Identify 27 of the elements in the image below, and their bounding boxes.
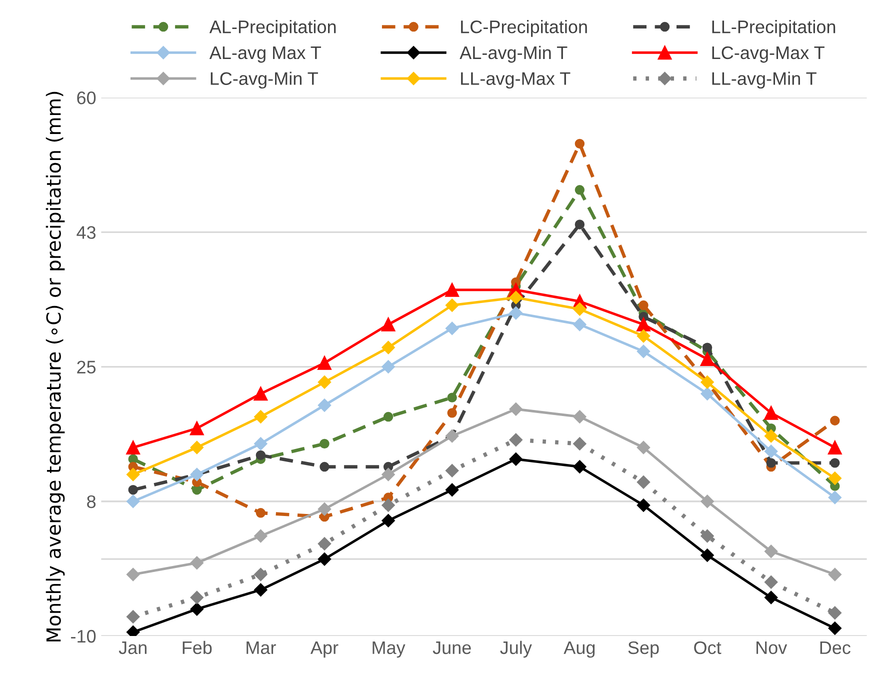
x-tick-label: Oct bbox=[694, 641, 722, 654]
y-tick-label: 43 bbox=[76, 226, 96, 239]
y-tick-label: 8 bbox=[87, 495, 96, 508]
legend-label: AL-avg Max T bbox=[209, 46, 322, 63]
legend-label: AL-avg-Min T bbox=[460, 46, 568, 63]
x-tick-label: July bbox=[500, 640, 532, 658]
x-tick-label: Nov bbox=[756, 642, 788, 654]
x-tick-label: June bbox=[432, 642, 471, 654]
y-tick-label: -10 bbox=[71, 630, 96, 643]
x-tick-label: Jan bbox=[118, 642, 146, 654]
x-tick-label: Dec bbox=[820, 642, 850, 654]
legend-label: LL-avg-Min T bbox=[712, 72, 816, 89]
y-tick-label: 25 bbox=[77, 360, 96, 374]
legend-label: LL-avg-Max T bbox=[461, 72, 570, 89]
y-tick-label: 60 bbox=[77, 92, 96, 104]
x-tick-label: Aug bbox=[564, 642, 595, 658]
legend-label: LC-Precipitation bbox=[461, 20, 587, 37]
x-tick-label: Apr bbox=[310, 642, 338, 658]
x-tick-label: Sep bbox=[628, 641, 659, 658]
legend-label: LC-avg-Max T bbox=[712, 46, 824, 63]
legend-label: LL-Precipitation bbox=[712, 20, 836, 37]
legend-label: LC-avg-Min T bbox=[210, 72, 318, 89]
x-tick-label: Mar bbox=[246, 642, 276, 654]
y-axis-title: Monthly average temperature (∘C) or precipitation (mm) bbox=[46, 92, 65, 642]
legend-label: AL-Precipitation bbox=[209, 20, 336, 37]
x-tick-label: Feb bbox=[182, 640, 212, 654]
x-tick-label: May bbox=[372, 642, 406, 658]
